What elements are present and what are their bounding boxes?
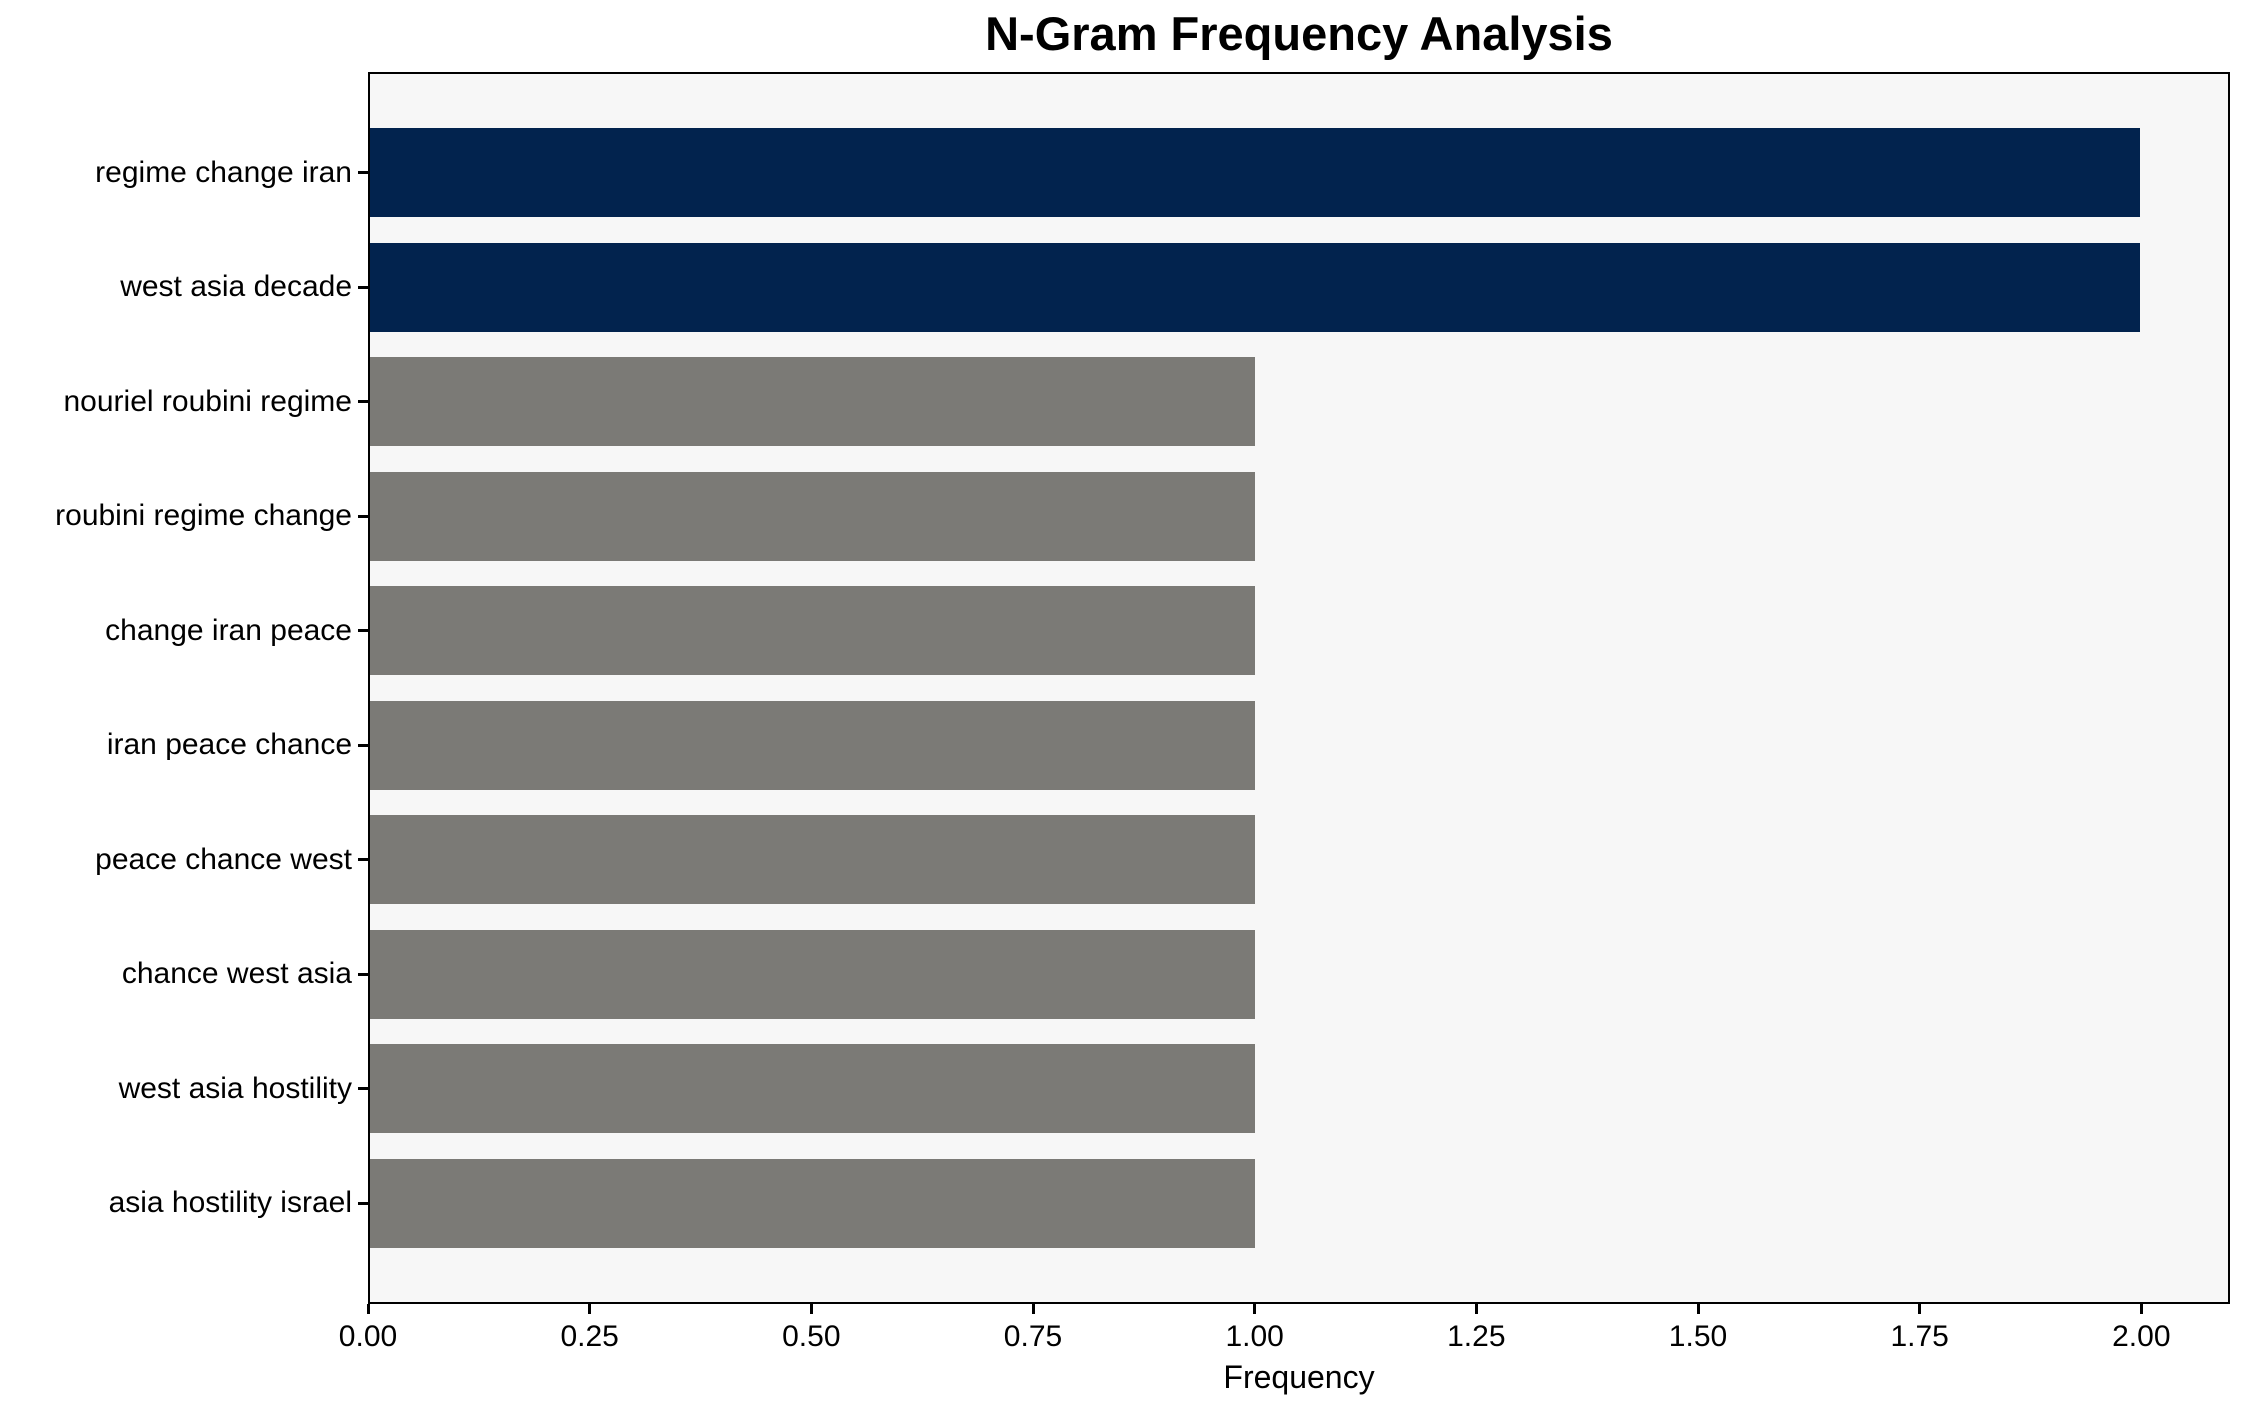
- x-tick-mark: [2139, 1304, 2143, 1314]
- bar-nouriel-roubini-regime: [370, 357, 1255, 446]
- chart-title: N-Gram Frequency Analysis: [985, 7, 1613, 60]
- plot-area: [368, 72, 2230, 1304]
- y-tick-label: change iran peace: [105, 613, 352, 647]
- x-tick-mark: [366, 1304, 370, 1314]
- x-tick-label: 0.25: [560, 1320, 619, 1353]
- y-tick-mark: [358, 514, 368, 518]
- x-tick-mark: [588, 1304, 592, 1314]
- x-tick-mark: [1918, 1304, 1922, 1314]
- x-tick-mark: [1696, 1304, 1700, 1314]
- y-tick-mark: [358, 858, 368, 861]
- y-tick-label: west asia decade: [120, 270, 352, 303]
- x-axis-label: Frequency: [1223, 1359, 1375, 1395]
- y-tick-label: nouriel roubini regime: [63, 384, 353, 418]
- bar-peace-chance-west: [370, 815, 1255, 904]
- y-tick-label: iran peace chance: [106, 728, 352, 761]
- x-tick-label: 0.50: [782, 1320, 841, 1353]
- x-tick-label: 0.75: [1003, 1320, 1063, 1353]
- x-tick-label: 1.00: [1225, 1320, 1284, 1353]
- bar-change-iran-peace: [370, 586, 1255, 675]
- x-tick-label: 1.50: [1668, 1320, 1728, 1353]
- x-tick-mark: [1031, 1304, 1035, 1314]
- bar-roubini-regime-change: [370, 471, 1255, 561]
- x-tick-label: 1.75: [1890, 1320, 1949, 1353]
- y-tick-label: roubini regime change: [55, 499, 352, 532]
- x-tick-mark: [809, 1304, 813, 1314]
- bar-chance-west-asia: [370, 929, 1255, 1019]
- y-tick-label: chance west asia: [121, 957, 352, 990]
- y-tick-mark: [358, 171, 368, 174]
- y-tick-label: regime change iran: [95, 155, 352, 189]
- y-tick-label: asia hostility israel: [108, 1186, 352, 1219]
- y-tick-mark: [358, 1201, 368, 1205]
- y-tick-mark: [358, 1087, 368, 1090]
- y-tick-mark: [358, 400, 368, 403]
- bar-west-asia-hostility: [370, 1044, 1255, 1133]
- x-tick-label: 0.00: [338, 1320, 398, 1353]
- y-tick-mark: [358, 285, 368, 289]
- y-tick-mark: [358, 972, 368, 976]
- y-tick-mark: [358, 743, 368, 747]
- x-tick-mark: [1474, 1304, 1478, 1314]
- bar-regime-change-iran: [370, 128, 2140, 217]
- bar-iran-peace-chance: [370, 700, 1255, 790]
- bar-west-asia-decade: [370, 242, 2140, 332]
- x-tick-label: 2.00: [2112, 1320, 2171, 1353]
- x-tick-label: 1.25: [1447, 1320, 1506, 1353]
- y-tick-mark: [358, 629, 368, 632]
- x-tick-mark: [1253, 1304, 1257, 1314]
- y-tick-label: peace chance west: [95, 842, 352, 876]
- y-tick-label: west asia hostility: [118, 1071, 352, 1105]
- bar-asia-hostility-israel: [370, 1158, 1255, 1248]
